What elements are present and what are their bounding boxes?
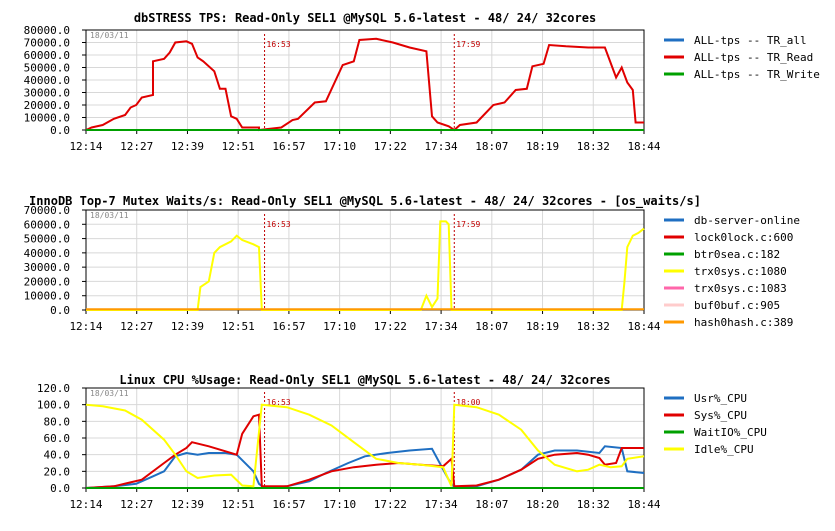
plot-frame bbox=[85, 209, 645, 311]
x-tick-label: 18:19 bbox=[526, 320, 559, 333]
x-tick-label: 12:27 bbox=[120, 140, 153, 153]
y-tick-label: 30000.0 bbox=[24, 261, 70, 274]
y-tick-label: 60000.0 bbox=[24, 49, 70, 62]
y-tick-label: 80.0 bbox=[44, 415, 71, 428]
y-tick-label: 100.0 bbox=[37, 399, 70, 412]
chart-1: dbSTRESS TPS: Read-Only SEL1 @MySQL 5.6-… bbox=[24, 11, 820, 153]
x-tick-label: 12:14 bbox=[69, 498, 102, 511]
x-tick-label: 16:57 bbox=[272, 498, 305, 511]
x-tick-label: 17:10 bbox=[323, 140, 356, 153]
x-tick-label: 12:51 bbox=[222, 320, 255, 333]
legend-label: db-server-online bbox=[694, 214, 800, 227]
time-marker-label: 17:59 bbox=[456, 220, 480, 229]
legend-label: Usr%_CPU bbox=[694, 392, 747, 405]
chart-3: Linux CPU %Usage: Read-Only SEL1 @MySQL … bbox=[37, 373, 767, 511]
x-tick-label: 17:34 bbox=[425, 320, 458, 333]
series-line bbox=[85, 403, 645, 488]
legend-label: trx0sys.c:1083 bbox=[694, 282, 787, 295]
x-tick-label: 17:34 bbox=[425, 498, 458, 511]
chart-2: InnoDB Top-7 Mutex Waits/s: Read-Only SE… bbox=[24, 194, 800, 333]
x-tick-label: 18:44 bbox=[627, 498, 660, 511]
x-tick-label: 12:51 bbox=[222, 140, 255, 153]
chart-title: Linux CPU %Usage: Read-Only SEL1 @MySQL … bbox=[119, 373, 610, 387]
legend-label: Idle%_CPU bbox=[694, 443, 754, 456]
x-tick-label: 17:10 bbox=[323, 320, 356, 333]
legend-label: ALL-tps -- TR_Write bbox=[694, 68, 820, 81]
x-tick-label: 18:07 bbox=[475, 320, 508, 333]
time-marker-label: 18:00 bbox=[456, 398, 480, 407]
time-marker-label: 16:53 bbox=[267, 398, 291, 407]
x-tick-label: 12:14 bbox=[69, 140, 102, 153]
x-tick-label: 18:19 bbox=[526, 140, 559, 153]
series-line bbox=[86, 220, 645, 311]
x-tick-label: 18:20 bbox=[526, 498, 559, 511]
series-line bbox=[85, 37, 644, 132]
y-tick-label: 10000.0 bbox=[24, 112, 70, 125]
legend-label: btr0sea.c:182 bbox=[694, 248, 780, 261]
date-stamp: 18/03/11 bbox=[90, 389, 129, 398]
x-tick-label: 12:14 bbox=[69, 320, 102, 333]
x-tick-label: 18:44 bbox=[627, 320, 660, 333]
y-tick-label: 60000.0 bbox=[24, 218, 70, 231]
y-tick-label: 20000.0 bbox=[24, 275, 70, 288]
chart-title: dbSTRESS TPS: Read-Only SEL1 @MySQL 5.6-… bbox=[134, 11, 596, 25]
y-tick-label: 40000.0 bbox=[24, 247, 70, 260]
x-tick-label: 18:32 bbox=[577, 320, 610, 333]
legend-label: trx0sys.c:1080 bbox=[694, 265, 787, 278]
x-tick-label: 17:10 bbox=[323, 498, 356, 511]
legend-label: WaitIO%_CPU bbox=[694, 426, 767, 439]
legend-label: Sys%_CPU bbox=[694, 409, 747, 422]
date-stamp: 18/03/11 bbox=[90, 31, 129, 40]
y-tick-label: 40.0 bbox=[44, 449, 71, 462]
x-tick-label: 12:51 bbox=[222, 498, 255, 511]
y-tick-label: 30000.0 bbox=[24, 87, 70, 100]
x-tick-label: 18:44 bbox=[627, 140, 660, 153]
y-tick-label: 0.0 bbox=[50, 304, 70, 317]
x-tick-label: 17:22 bbox=[374, 498, 407, 511]
y-tick-label: 80000.0 bbox=[24, 24, 70, 37]
time-marker-label: 16:53 bbox=[267, 220, 291, 229]
y-tick-label: 0.0 bbox=[50, 482, 70, 495]
x-tick-label: 18:32 bbox=[577, 498, 610, 511]
y-tick-label: 10000.0 bbox=[24, 290, 70, 303]
y-tick-label: 70000.0 bbox=[24, 204, 70, 217]
x-tick-label: 12:27 bbox=[120, 320, 153, 333]
x-tick-label: 18:07 bbox=[475, 498, 508, 511]
y-tick-label: 120.0 bbox=[37, 382, 70, 395]
x-tick-label: 12:39 bbox=[171, 320, 204, 333]
y-tick-label: 60.0 bbox=[44, 432, 71, 445]
x-tick-label: 12:27 bbox=[120, 498, 153, 511]
x-tick-label: 18:32 bbox=[577, 140, 610, 153]
series-line bbox=[85, 445, 645, 490]
y-tick-label: 40000.0 bbox=[24, 74, 70, 87]
x-tick-label: 12:39 bbox=[171, 498, 204, 511]
legend-label: hash0hash.c:389 bbox=[694, 316, 793, 329]
y-tick-label: 20000.0 bbox=[24, 99, 70, 112]
legend-label: ALL-tps -- TR_Read bbox=[694, 51, 813, 64]
x-tick-label: 17:22 bbox=[374, 320, 407, 333]
x-tick-label: 16:57 bbox=[272, 140, 305, 153]
legend-label: ALL-tps -- TR_all bbox=[694, 34, 807, 47]
x-tick-label: 17:22 bbox=[374, 140, 407, 153]
time-marker-label: 17:59 bbox=[456, 40, 480, 49]
x-tick-label: 16:57 bbox=[272, 320, 305, 333]
x-tick-label: 17:34 bbox=[425, 140, 458, 153]
y-tick-label: 50000.0 bbox=[24, 233, 70, 246]
y-tick-label: 0.0 bbox=[50, 124, 70, 137]
date-stamp: 18/03/11 bbox=[90, 211, 129, 220]
x-tick-label: 12:39 bbox=[171, 140, 204, 153]
legend-label: lock0lock.c:600 bbox=[694, 231, 793, 244]
chart-title: InnoDB Top-7 Mutex Waits/s: Read-Only SE… bbox=[29, 194, 701, 209]
y-tick-label: 20.0 bbox=[44, 465, 71, 478]
series-line bbox=[85, 413, 644, 489]
x-tick-label: 18:07 bbox=[475, 140, 508, 153]
legend-label: buf0buf.c:905 bbox=[694, 299, 780, 312]
y-tick-label: 50000.0 bbox=[24, 62, 70, 75]
time-marker-label: 16:53 bbox=[267, 40, 291, 49]
y-tick-label: 70000.0 bbox=[24, 37, 70, 50]
